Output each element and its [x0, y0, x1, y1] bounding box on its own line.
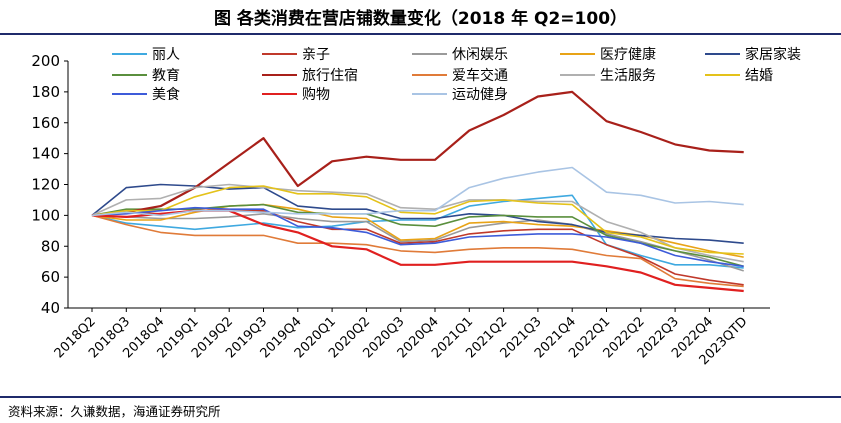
legend-label-1: 丽人 — [152, 47, 180, 63]
y-tick-label: 100 — [31, 206, 60, 224]
legend-label-10: 结婚 — [745, 68, 773, 84]
legend-label-8: 爱车交通 — [452, 67, 508, 84]
y-tick-label: 120 — [31, 176, 60, 194]
legend-label-3: 休闲娱乐 — [452, 47, 508, 63]
series-line-1 — [91, 194, 744, 269]
y-tick-label: 80 — [41, 237, 60, 255]
legend-label-9: 生活服务 — [600, 68, 656, 84]
legend-label-12: 购物 — [302, 87, 330, 103]
y-tick-label: 200 — [31, 52, 60, 70]
chart-title: 图 各类消费在营店铺数量变化（2018 年 Q2=100） — [0, 0, 841, 35]
legend-label-7: 旅行住宿 — [302, 67, 358, 84]
series-line-7 — [91, 90, 744, 217]
series-line-3 — [91, 213, 744, 272]
legend-label-13: 运动健身 — [452, 87, 508, 103]
legend-label-6: 教育 — [152, 68, 180, 84]
y-tick-label: 60 — [41, 268, 60, 286]
legend-label-2: 亲子 — [302, 47, 330, 63]
y-tick-label: 180 — [31, 83, 60, 101]
y-tick-label: 140 — [31, 145, 60, 163]
source-note: 资料来源：久谦数据，海通证券研究所 — [0, 396, 841, 423]
legend-label-11: 美食 — [152, 86, 180, 103]
y-tick-label: 40 — [41, 299, 60, 317]
series-line-8 — [91, 214, 744, 288]
legend-label-5: 家居家装 — [745, 46, 801, 63]
series-layer — [91, 90, 744, 293]
series-line-11 — [91, 206, 744, 268]
series-line-13 — [91, 166, 744, 217]
legend-label-4: 医疗健康 — [600, 46, 656, 63]
series-line-9 — [91, 183, 744, 263]
y-tick-label: 160 — [31, 114, 60, 132]
line-chart: 4060801001201401601802002018Q22018Q32018… — [31, 46, 801, 368]
series-line-10 — [91, 185, 744, 255]
